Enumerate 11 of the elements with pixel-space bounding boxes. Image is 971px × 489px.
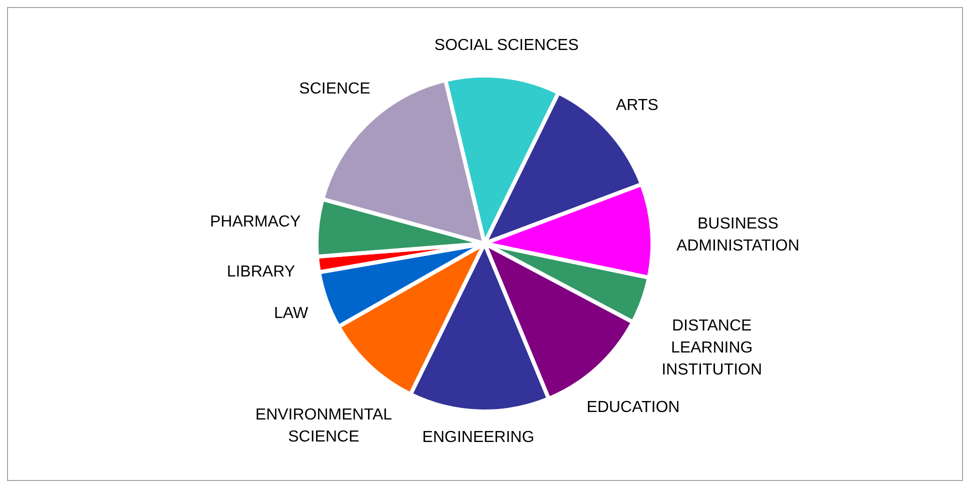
slice-label: SOCIAL SCIENCES xyxy=(434,36,579,54)
slice-label: LIBRARY xyxy=(226,264,296,281)
slice-label: ENVIRONMENTAL SCIENCE xyxy=(255,406,392,446)
slice-label: BUSINESS ADMINISTATION xyxy=(676,216,800,255)
slice-label: PHARMACY xyxy=(210,214,301,231)
slice-label: ARTS xyxy=(616,96,658,114)
slice-label: SCIENCE xyxy=(299,80,370,98)
slice-label: LAW xyxy=(274,305,309,322)
slice-label: DISTANCE LEARNING INSTITUTION xyxy=(662,318,762,379)
slice-label: EDUCATION xyxy=(586,399,680,416)
slice-label: ENGINEERING xyxy=(422,429,534,446)
